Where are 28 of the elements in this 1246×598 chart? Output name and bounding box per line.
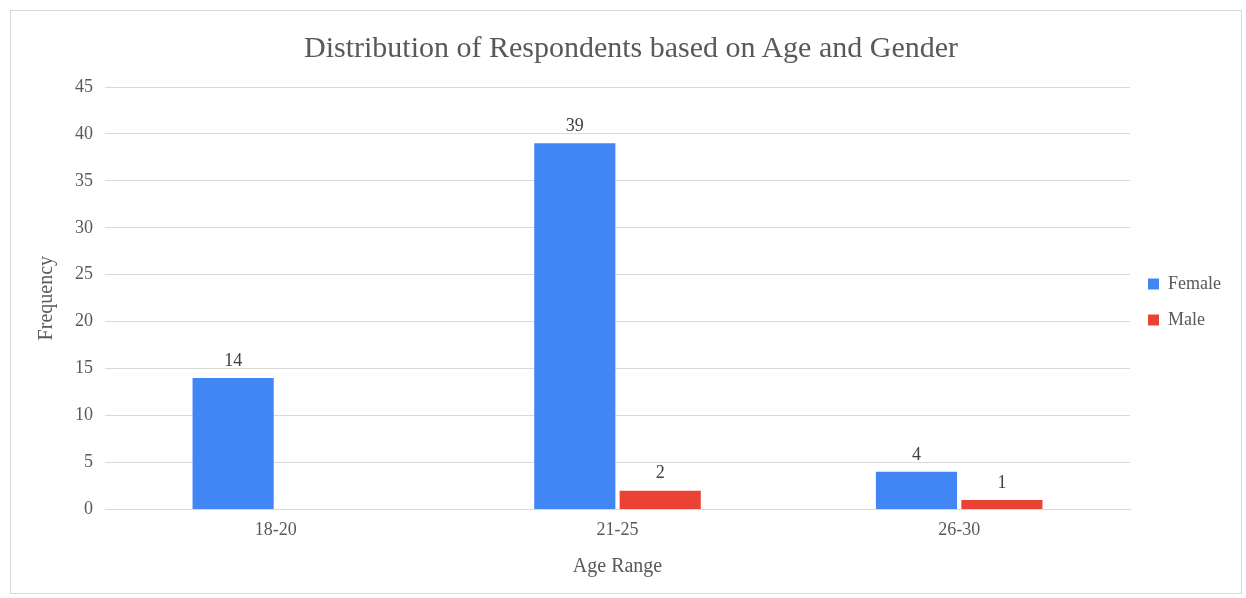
y-tick-label: 5 [84,451,93,472]
y-tick-label: 10 [75,404,93,425]
y-tick-label: 15 [75,357,93,378]
data-label: 1 [997,471,1007,492]
bar [534,143,616,509]
data-label: 4 [911,443,921,464]
y-tick-label: 25 [75,263,93,284]
x-tick-label: 26-30 [938,518,981,539]
data-label: 39 [565,115,584,136]
legend-label: Male [1168,308,1206,329]
y-tick-label: 45 [75,75,93,96]
bar [961,500,1043,509]
x-axis-title: Age Range [572,554,663,578]
bar [875,471,958,509]
y-tick-label: 30 [75,216,93,237]
legend-label: Female [1168,272,1222,293]
y-tick-label: 35 [75,169,93,190]
y-axis-title: Frequency [34,255,58,341]
y-tick-label: 40 [75,122,93,143]
y-tick-label: 0 [84,498,93,519]
chart-title: Distribution of Respondents based on Age and Gender [303,29,959,63]
x-tick-label: 18-20 [254,518,297,539]
y-tick-label: 20 [75,310,93,331]
data-label: 14 [224,349,243,370]
data-label: 2 [655,462,665,483]
bar [619,490,701,509]
x-tick-label: 21-25 [596,518,639,539]
bar [192,377,274,509]
